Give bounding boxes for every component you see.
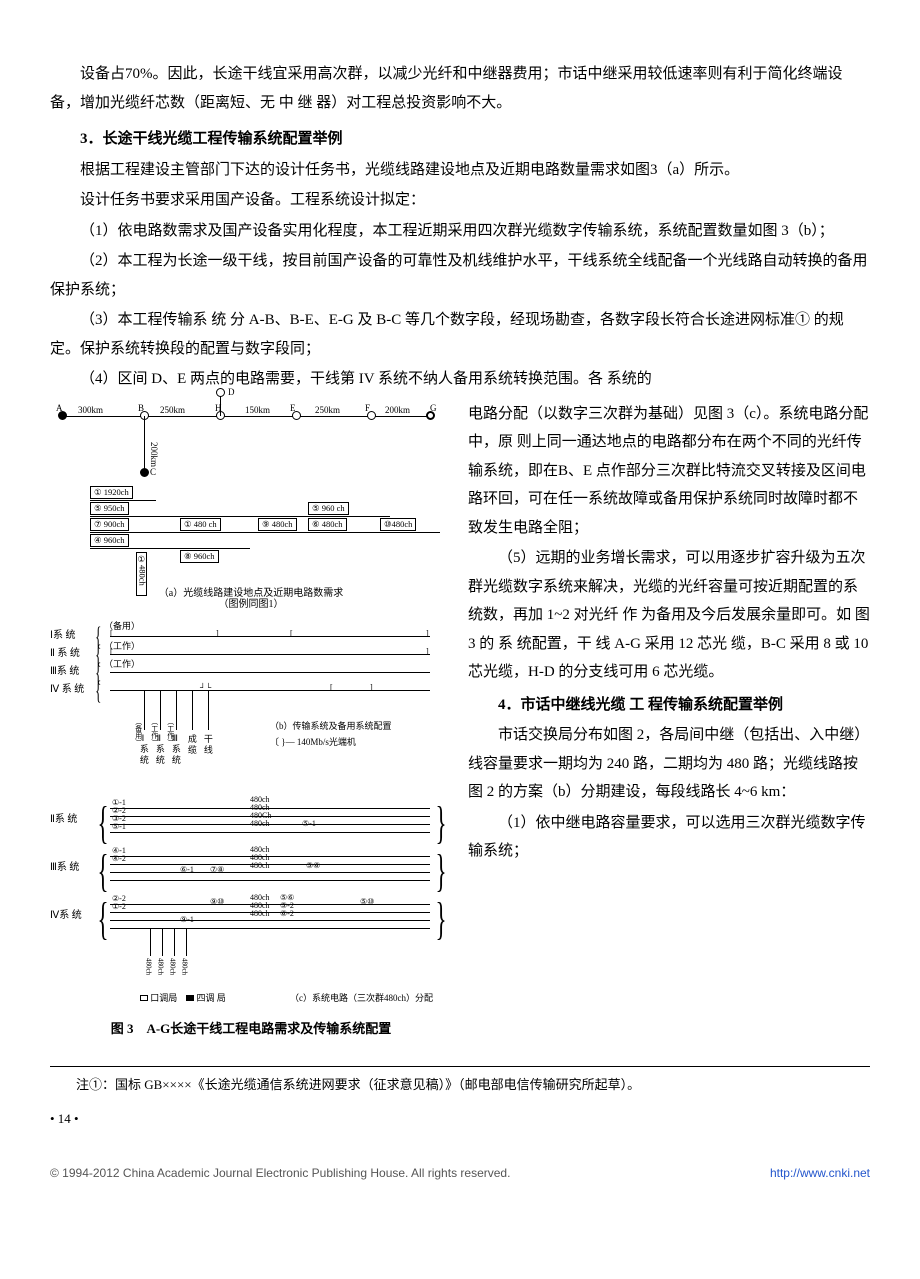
- figure-caption: 图 3 A-G长途干线工程电路需求及传输系统配置: [50, 1022, 452, 1036]
- p3-item4a: （4）区间 D、E 两点的电路需要，干线第 IV 系统不纳人备用系统转换范围。各…: [50, 365, 870, 394]
- figure-3: A 300km B 250km 200km H D 150km E 250km: [50, 400, 452, 1036]
- p3-item3: （3）本工程传输系 统 分 A-B、B-E、E-G 及 B-C 等几个数字段，经…: [50, 306, 870, 363]
- heading-4: 4．市话中继线光缆 工 程传输系统配置举例: [468, 691, 870, 720]
- page-number: • 14 •: [50, 1107, 870, 1132]
- p3-intro: 根据工程建设主管部门下达的设计任务书，光缆线路建设地点及近期电路数量需求如图3（…: [50, 156, 870, 185]
- copyright-text: © 1994-2012 China Academic Journal Elect…: [50, 1162, 510, 1185]
- p3-line2: 设计任务书要求采用国产设备。工程系统设计拟定：: [50, 186, 870, 215]
- p3-item5: （5）远期的业务增长需求，可以用逐步扩容升级为五次群光缆数字系统来解决，光缆的光…: [468, 544, 870, 687]
- p3-item1: （1）依电路数需求及国产设备实用化程度，本工程近期采用四次群光缆数字传输系统，系…: [50, 217, 870, 246]
- p3-item2: （2）本工程为长途一级干线，按目前国产设备的可靠性及机线维护水平，干线系统全线配…: [50, 247, 870, 304]
- copyright-link[interactable]: http://www.cnki.net: [770, 1162, 870, 1185]
- footnote: 注①：国标 GB××××《长途光缆通信系统进网要求（征求意见稿）》（邮电部电信传…: [50, 1066, 870, 1098]
- intro-para: 设备占70%。因此，长途干线宜采用高次群，以减少光纤和中继器费用；市话中继采用较…: [50, 60, 870, 117]
- p4-item1: （1）依中继电路容量要求，可以选用三次群光缆数字传输系统；: [468, 809, 870, 866]
- heading-3: 3．长途干线光缆工程传输系统配置举例: [50, 125, 870, 154]
- p4-intro: 市话交换局分布如图 2，各局间中继（包括出、入中继）线容量要求一期均为 240 …: [468, 721, 870, 807]
- p3-item4b: 电路分配（以数字三次群为基础）见图 3（c）。系统电路分配中，原 则上同一通达地…: [468, 400, 870, 543]
